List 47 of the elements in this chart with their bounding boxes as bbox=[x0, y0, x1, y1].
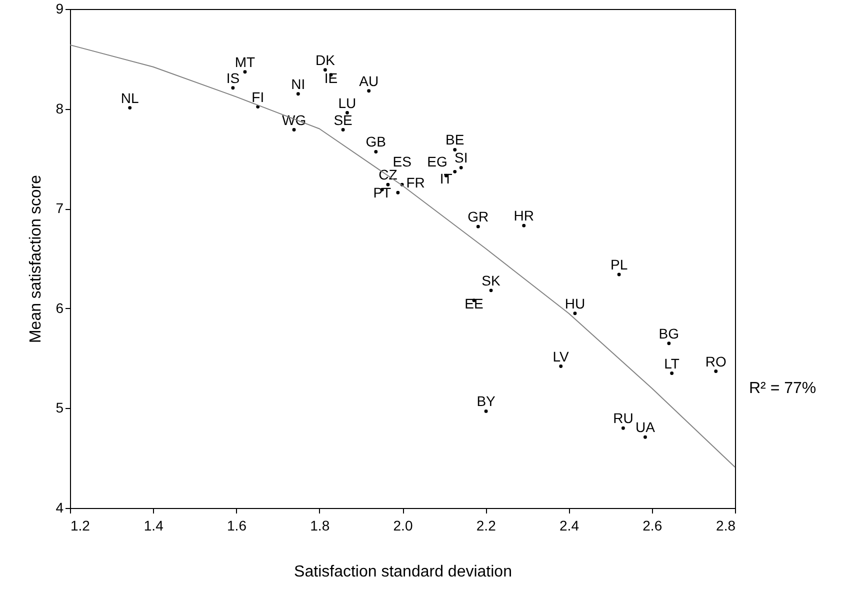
x-tick-label: 2.4 bbox=[560, 518, 580, 534]
data-label: SE bbox=[334, 112, 352, 128]
y-tick-label: 6 bbox=[56, 300, 64, 316]
data-label: LT bbox=[664, 355, 680, 372]
data-label: LV bbox=[552, 348, 570, 364]
data-label: SK bbox=[482, 272, 502, 288]
y-tick-label: 4 bbox=[56, 500, 64, 516]
data-label: EG bbox=[427, 154, 448, 170]
data-label: LU bbox=[338, 94, 356, 111]
data-label: HR bbox=[514, 208, 534, 224]
x-tick-label: 2.8 bbox=[716, 518, 736, 534]
y-tick-label: 9 bbox=[56, 0, 64, 16]
data-label: NL bbox=[120, 90, 140, 106]
data-label: HU bbox=[564, 295, 586, 312]
data-label: IS bbox=[226, 70, 240, 86]
x-tick-label: 1.8 bbox=[310, 518, 330, 534]
x-tick-label: 1.4 bbox=[144, 518, 164, 534]
data-label: UA bbox=[636, 419, 656, 436]
x-tick-label: 2.0 bbox=[393, 518, 413, 534]
y-tick-label: 5 bbox=[56, 400, 64, 416]
y-tick-label: 7 bbox=[56, 200, 64, 216]
data-label: SI bbox=[454, 150, 468, 166]
data-label: DK bbox=[315, 52, 336, 68]
y-tick-label: 8 bbox=[56, 100, 64, 116]
data-label: BG bbox=[658, 325, 680, 342]
line-series bbox=[70, 44, 736, 468]
x-tick-label: 1.2 bbox=[70, 518, 90, 534]
data-label: EE bbox=[464, 295, 484, 312]
data-label: NI bbox=[291, 76, 306, 92]
x-axis-title: Satisfaction standard deviation bbox=[294, 564, 512, 580]
data-label: PL bbox=[610, 256, 628, 272]
data-label: FI bbox=[252, 88, 264, 105]
data-label: RO bbox=[705, 353, 726, 370]
data-label: BY bbox=[476, 393, 496, 410]
data-label: RU bbox=[613, 410, 634, 426]
data-label: GR bbox=[468, 208, 489, 225]
data-label: FR bbox=[406, 174, 425, 191]
text: R² = 77% bbox=[749, 380, 816, 398]
y-axis-title: Mean satisfaction score bbox=[28, 174, 45, 344]
data-label: WG bbox=[282, 112, 306, 128]
data-label: BE bbox=[446, 132, 464, 148]
x-tick-label: 2.6 bbox=[642, 518, 662, 534]
x-tick-label: 1.6 bbox=[227, 518, 247, 534]
data-label: GB bbox=[366, 134, 386, 150]
x-tick-label: 2.2 bbox=[476, 518, 496, 534]
data-label: MT bbox=[234, 54, 256, 70]
data-label: AU bbox=[359, 72, 379, 89]
